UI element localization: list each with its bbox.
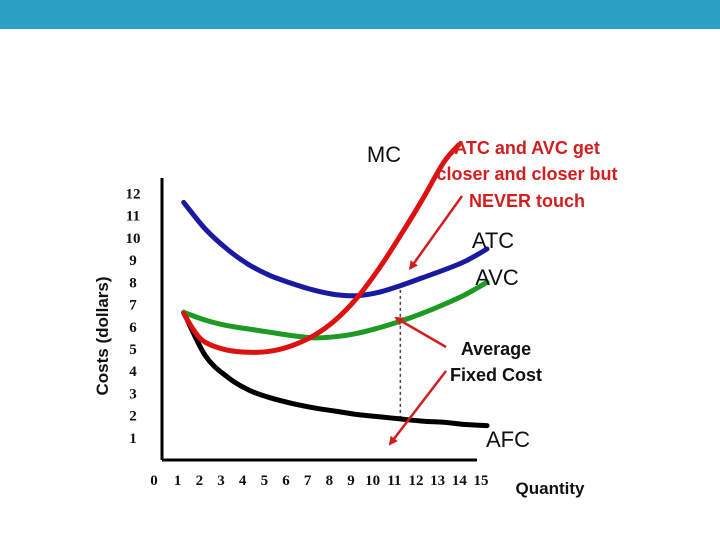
y-tick-label: 8 xyxy=(129,275,137,291)
x-tick-label: 5 xyxy=(261,473,269,489)
annotation-afc-line: Average xyxy=(461,339,531,359)
annotation-afc-arrow-upper xyxy=(396,318,446,347)
y-tick-label: 11 xyxy=(126,209,140,225)
y-tick-label: 1 xyxy=(129,431,137,447)
x-tick-label: 15 xyxy=(474,473,489,489)
annotation-afc-arrow-lower xyxy=(390,371,446,444)
x-tick-label: 13 xyxy=(430,473,445,489)
cost-curves-chart: 1234567891011120 1 2 3 4 5 6 7 8 9 10 11 12 13 14 15Cos… xyxy=(0,0,720,540)
y-tick-label: 2 xyxy=(129,409,137,425)
afc-curve xyxy=(184,312,487,425)
mc-label: MC xyxy=(367,142,401,167)
x-tick-label: 6 xyxy=(282,473,290,489)
x-tick-label: 2 xyxy=(196,473,204,489)
x-tick-label: 1 xyxy=(174,473,182,489)
x-tick-label: 7 xyxy=(304,473,312,489)
atc-label: ATC xyxy=(472,228,514,253)
x-tick-label: 0 xyxy=(150,473,158,489)
x-tick-label: 11 xyxy=(387,473,401,489)
y-axis-title: Costs (dollars) xyxy=(93,276,112,395)
annotation-afc-line: Fixed Cost xyxy=(450,365,542,385)
y-tick-label: 5 xyxy=(129,342,137,358)
y-tick-label: 4 xyxy=(129,364,137,380)
x-tick-label: 3 xyxy=(217,473,225,489)
avc-curve xyxy=(184,282,487,338)
x-tick-label: 12 xyxy=(409,473,424,489)
x-tick-label: 10 xyxy=(365,473,380,489)
y-tick-label: 12 xyxy=(126,187,141,203)
y-tick-label: 7 xyxy=(129,298,137,314)
afc-label: AFC xyxy=(486,427,530,452)
x-axis-title: Quantity xyxy=(516,479,585,498)
x-tick-label: 8 xyxy=(326,473,334,489)
avc-label: AVC xyxy=(475,265,519,290)
annotation-atc-avc-line: ATC and AVC get xyxy=(454,138,600,158)
annotation-atc-avc-line: closer and closer but xyxy=(436,164,617,184)
x-tick-label: 14 xyxy=(452,473,468,489)
x-tick-label: 4 xyxy=(239,473,247,489)
y-tick-label: 6 xyxy=(129,320,137,336)
atc-curve xyxy=(184,202,487,295)
x-tick-label: 9 xyxy=(347,473,355,489)
y-tick-label: 9 xyxy=(129,253,137,269)
y-tick-label: 3 xyxy=(129,386,137,402)
y-tick-label: 10 xyxy=(126,231,141,247)
annotation-atc-avc-line: NEVER touch xyxy=(469,191,585,211)
